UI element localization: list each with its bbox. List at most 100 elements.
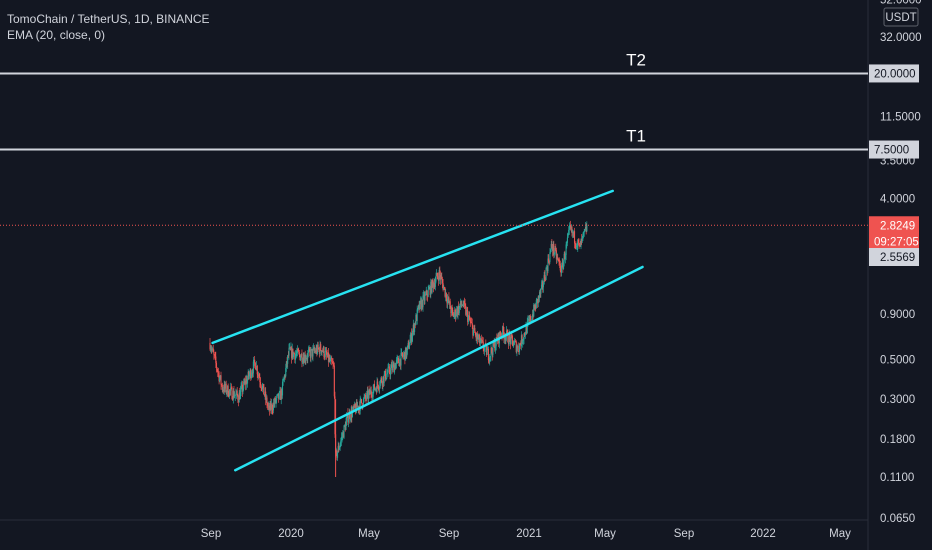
candle-body bbox=[237, 395, 239, 400]
candle-body bbox=[298, 352, 300, 355]
candle-body bbox=[448, 297, 450, 304]
price-tick-label: 0.3000 bbox=[880, 394, 915, 406]
candle-body bbox=[579, 243, 581, 245]
price-tick-label: 0.0650 bbox=[880, 513, 915, 525]
candle-body bbox=[442, 282, 444, 290]
candle-body bbox=[333, 365, 335, 397]
candle-body bbox=[271, 403, 273, 410]
candle-body bbox=[371, 396, 374, 398]
candle-body bbox=[375, 388, 377, 393]
candle-body bbox=[552, 243, 554, 252]
indicator-title[interactable]: EMA (20, close, 0) bbox=[7, 28, 106, 42]
candle-body bbox=[331, 361, 333, 364]
candle-body bbox=[222, 389, 224, 391]
candle-body bbox=[303, 354, 306, 363]
candle-body bbox=[213, 354, 216, 356]
candle-body bbox=[517, 345, 519, 352]
candle-body bbox=[215, 356, 217, 363]
candle-body bbox=[362, 398, 365, 407]
candle-body bbox=[572, 231, 574, 233]
candle-body bbox=[414, 323, 416, 333]
candle-body bbox=[243, 381, 245, 389]
candle-body bbox=[504, 336, 506, 339]
candle-body bbox=[422, 295, 424, 308]
candle-body bbox=[419, 300, 421, 302]
candle-body bbox=[245, 379, 247, 385]
candle-body bbox=[524, 334, 526, 336]
candle-body bbox=[283, 375, 286, 379]
candle-body bbox=[423, 294, 425, 296]
channel-upper-line[interactable] bbox=[211, 189, 614, 345]
candle-body bbox=[568, 229, 570, 235]
candle-body bbox=[544, 275, 546, 280]
candle-body bbox=[458, 306, 460, 313]
candle-body bbox=[397, 357, 399, 359]
time-tick-label: 2020 bbox=[278, 528, 304, 540]
candle-body bbox=[548, 258, 550, 262]
candle-body bbox=[371, 394, 373, 398]
candle-body bbox=[496, 337, 498, 339]
candle-body bbox=[557, 257, 559, 259]
candle-body bbox=[564, 253, 566, 260]
candle-body bbox=[490, 347, 492, 357]
candle-body bbox=[267, 405, 269, 407]
candle-body bbox=[403, 354, 405, 357]
candle-body bbox=[546, 267, 548, 272]
candle-body bbox=[533, 304, 535, 317]
candle-body bbox=[393, 365, 396, 373]
candle-body bbox=[334, 396, 336, 435]
candle-body bbox=[353, 406, 355, 409]
candle-body bbox=[508, 334, 510, 345]
candle-body bbox=[264, 391, 266, 396]
candle-body bbox=[314, 350, 317, 353]
candle-body bbox=[478, 334, 480, 338]
candle-body bbox=[460, 301, 462, 306]
candle-body bbox=[250, 370, 252, 378]
price-axis[interactable]: 52.000032.000011.50003.50004.00001.50000… bbox=[869, 0, 922, 525]
candle-body bbox=[481, 340, 483, 342]
candle-body bbox=[366, 393, 368, 400]
candle-body bbox=[528, 319, 530, 321]
candle-body bbox=[354, 404, 356, 408]
candle-body bbox=[318, 348, 320, 354]
candle-body bbox=[344, 425, 346, 427]
candle-body bbox=[209, 342, 211, 350]
candle-body bbox=[226, 385, 229, 392]
candle-body bbox=[548, 261, 550, 263]
candle-body bbox=[501, 334, 503, 336]
candle-body bbox=[577, 239, 579, 247]
candle-body bbox=[491, 347, 493, 352]
candle-body bbox=[229, 389, 231, 391]
candle-body bbox=[470, 321, 472, 323]
candle-body bbox=[404, 347, 407, 361]
candle-body bbox=[551, 246, 554, 252]
candle-body bbox=[547, 258, 549, 272]
candle-body bbox=[278, 393, 280, 399]
candle-body bbox=[278, 391, 280, 399]
currency-button[interactable] bbox=[883, 7, 919, 27]
candle-body bbox=[216, 367, 218, 371]
candle-body bbox=[317, 344, 319, 349]
candle-body bbox=[296, 348, 298, 353]
candle-body bbox=[224, 383, 227, 389]
candle-body bbox=[368, 392, 370, 400]
candle-body bbox=[531, 319, 533, 321]
chart-legend: TomoChain / TetherUS, 1D, BINANCE EMA (2… bbox=[7, 11, 210, 43]
candle-body bbox=[480, 338, 482, 341]
candle-body bbox=[269, 405, 271, 411]
candle-body bbox=[376, 381, 378, 393]
time-tick-label: Sep bbox=[439, 528, 459, 540]
time-axis[interactable]: Sep 2020 May Sep 2021 May Sep 2022 May bbox=[201, 528, 851, 540]
candle-body bbox=[212, 348, 214, 350]
candle-body bbox=[312, 348, 314, 357]
candle-body bbox=[533, 304, 535, 310]
candle-body bbox=[555, 247, 557, 251]
candle-body bbox=[313, 347, 315, 349]
target-price-box bbox=[869, 140, 919, 159]
channel-lower-line[interactable] bbox=[234, 265, 644, 472]
candle-body bbox=[223, 383, 225, 392]
candle-body bbox=[316, 348, 318, 354]
symbol-title[interactable]: TomoChain / TetherUS, 1D, BINANCE bbox=[7, 12, 210, 26]
candle-body bbox=[570, 226, 572, 229]
